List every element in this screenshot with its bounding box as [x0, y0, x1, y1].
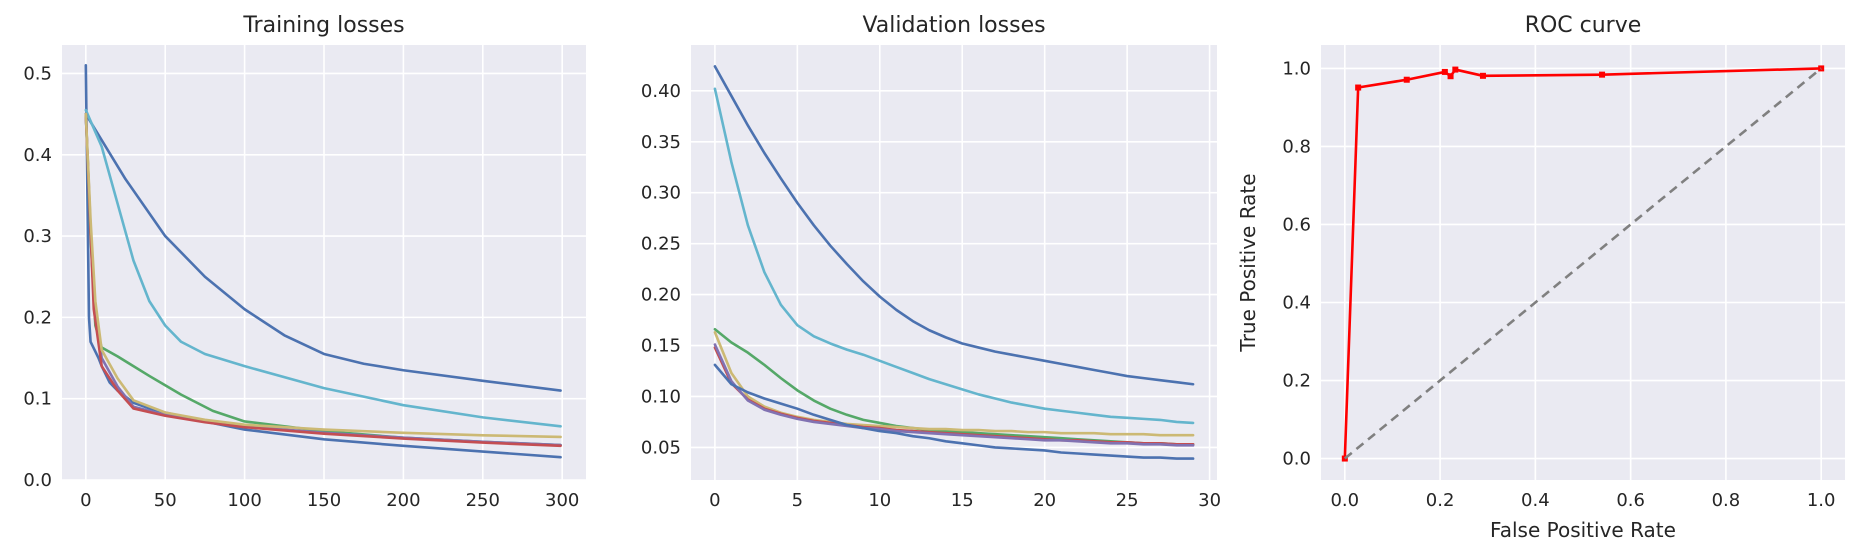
- roc-point-marker: [1403, 76, 1410, 83]
- series-line-3: [84, 108, 562, 428]
- y-tick-label: 0.15: [641, 336, 681, 357]
- y-tick-label: 0.6: [1282, 214, 1311, 235]
- y-tick-label: 0.4: [1282, 292, 1311, 313]
- chart-panel-1: 0 50 100 150 200 250 300 0.0 0.1 0.2 0.3 0.4 0.5 Trai…: [23, 13, 586, 511]
- chart-panel-3: 0.0 0.2 0.4 0.6 0.8 1.0 0.0 0.2 0.4 0.6 0.8 1.0 ROC …: [1236, 13, 1845, 542]
- x-tick-label: 20: [1033, 490, 1056, 511]
- x-tick-label: 50: [154, 490, 177, 511]
- y-tick-label: 1.0: [1282, 58, 1311, 79]
- x-tick-label: 150: [307, 490, 341, 511]
- roc-point-marker: [1818, 65, 1825, 72]
- x-tick-label: 0.8: [1712, 490, 1741, 511]
- series-line-2: [1343, 67, 1823, 460]
- y-tick-label: 0.05: [641, 437, 681, 458]
- x-tick-label: 15: [951, 490, 974, 511]
- x-tick-label: 25: [1116, 490, 1139, 511]
- roc-point-marker: [1599, 71, 1606, 78]
- chart-title: Validation losses: [862, 13, 1045, 38]
- x-tick-label: 1.0: [1807, 490, 1836, 511]
- x-tick-label: 0.6: [1616, 490, 1645, 511]
- x-tick-label: 300: [545, 490, 579, 511]
- chart-title: ROC curve: [1525, 13, 1642, 38]
- y-tick-label: 0.3: [23, 226, 52, 247]
- y-tick-label: 0.5: [23, 63, 52, 84]
- y-tick-label: 0.40: [641, 81, 681, 102]
- y-tick-label: 0.35: [641, 132, 681, 153]
- x-tick-label: 0.4: [1521, 490, 1550, 511]
- y-tick-label: 0.1: [23, 389, 52, 410]
- x-tick-label: 250: [466, 490, 500, 511]
- y-tick-label: 0.0: [23, 470, 52, 491]
- roc-point-marker: [1452, 66, 1459, 73]
- series-line-1: [713, 65, 1195, 386]
- y-tick-label: 0.25: [641, 234, 681, 255]
- x-tick-label: 200: [386, 490, 420, 511]
- x-tick-label: 5: [792, 490, 803, 511]
- x-tick-label: 0: [80, 490, 91, 511]
- chart-panel-2: 0 5 10 15 20 25 30 0.05 0.10 0.15 0.20 0.25 0.30 0.35…: [641, 13, 1221, 511]
- x-tick-label: 0: [709, 490, 720, 511]
- y-tick-label: 0.30: [641, 183, 681, 204]
- x-tick-label: 100: [227, 490, 261, 511]
- chart-title: Training losses: [242, 13, 404, 38]
- x-tick-label: 30: [1198, 490, 1221, 511]
- y-tick-label: 0.20: [641, 285, 681, 306]
- series-line-6: [84, 112, 562, 448]
- x-tick-label: 0.2: [1426, 490, 1455, 511]
- roc-point-marker: [1479, 72, 1486, 79]
- series-line-2: [84, 112, 562, 392]
- y-tick-label: 0.2: [23, 307, 52, 328]
- y-tick-label: 0.2: [1282, 371, 1311, 392]
- x-axis-label: False Positive Rate: [1490, 518, 1676, 542]
- series-line-7: [713, 363, 1195, 460]
- plot-area: [691, 45, 1217, 480]
- series-line-7: [84, 112, 562, 439]
- series-line-6: [713, 343, 1195, 447]
- roc-point-marker: [1447, 73, 1454, 80]
- y-tick-label: 0.4: [23, 145, 52, 166]
- y-axis-label: True Positive Rate: [1236, 173, 1260, 352]
- y-tick-label: 0.8: [1282, 136, 1311, 157]
- roc-point-marker: [1441, 68, 1448, 75]
- roc-point-marker: [1341, 455, 1348, 462]
- x-tick-label: 0.0: [1330, 490, 1359, 511]
- x-tick-label: 10: [868, 490, 891, 511]
- roc-point-marker: [1355, 84, 1362, 91]
- series-line-2: [713, 87, 1195, 425]
- y-tick-label: 0.10: [641, 386, 681, 407]
- y-tick-label: 0.0: [1282, 449, 1311, 470]
